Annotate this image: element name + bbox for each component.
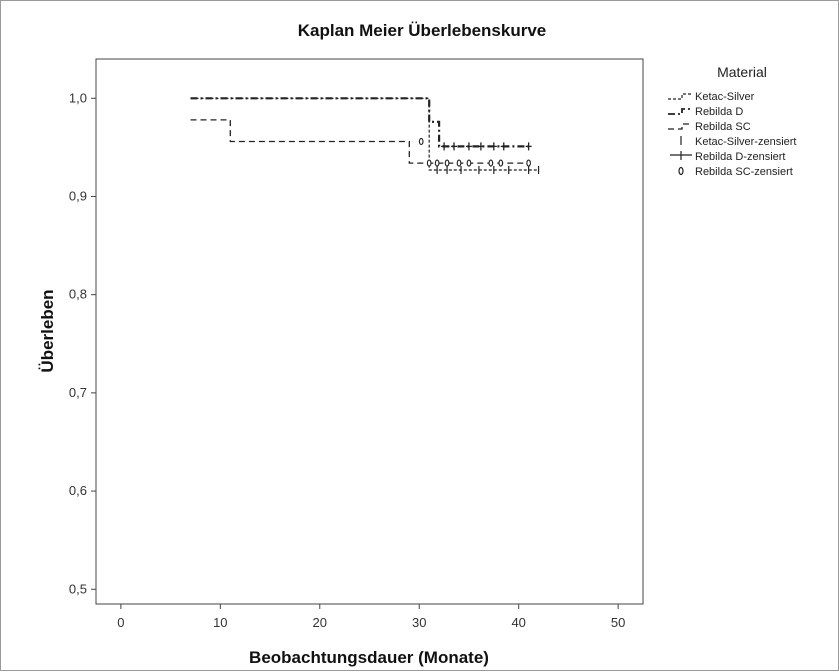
censor-mark-rebilda-sc — [466, 159, 472, 167]
y-axis-title: Überleben — [38, 289, 57, 372]
legend-label: Rebilda D-zensiert — [695, 151, 785, 163]
legend-swatch — [668, 108, 691, 115]
x-tick-label: 30 — [412, 615, 426, 630]
plot-area — [95, 58, 644, 605]
x-tick-label: 50 — [611, 615, 625, 630]
legend-label: Rebilda D — [695, 106, 743, 118]
legend-label: Rebilda SC-zensiert — [695, 166, 793, 178]
y-tick-label: 0,8 — [69, 287, 87, 302]
legend-items: Ketac-Silver Rebilda D Rebilda SC Ketac-Sil… — [668, 91, 796, 178]
censor-mark-rebilda-sc — [526, 159, 531, 167]
y-tick-label: 0,5 — [69, 581, 87, 596]
legend-label: Ketac-Silver — [695, 91, 755, 103]
survival-curves — [190, 97, 539, 171]
legend-title: Material — [717, 64, 767, 80]
censor-mark-rebilda-sc — [498, 159, 504, 167]
censor-markers — [418, 137, 540, 174]
legend-label: Ketac-Silver-zensiert — [695, 136, 796, 148]
survival-curve-ketac-silver — [190, 97, 539, 171]
y-tick-label: 0,7 — [69, 385, 87, 400]
censor-mark-rebilda-sc — [418, 137, 424, 146]
x-tick-label: 40 — [511, 615, 525, 630]
legend-swatch — [668, 123, 691, 130]
legend-swatch — [668, 93, 691, 100]
legend: Material Ketac-Silver Rebilda D Rebilda SC… — [668, 64, 796, 178]
chart-title: Kaplan Meier Überlebenskurve — [298, 21, 546, 40]
censor-mark-rebilda-sc — [444, 159, 450, 167]
axis-ticks: 0 10 20 30 40 50 0,5 0,6 0,7 0,8 0,9 1,0 — [69, 90, 625, 630]
x-tick-label: 10 — [213, 615, 227, 630]
legend-label: Rebilda SC — [695, 121, 751, 133]
censor-mark-rebilda-sc — [434, 159, 440, 167]
censor-mark-rebilda-sc — [488, 159, 494, 167]
x-axis-title: Beobachtungsdauer (Monate) — [249, 648, 489, 667]
x-tick-label: 20 — [313, 615, 327, 630]
survival-curve-rebilda-d — [190, 97, 529, 148]
y-tick-label: 0,6 — [69, 483, 87, 498]
x-tick-label: 0 — [117, 615, 124, 630]
censor-mark-rebilda-sc — [426, 159, 432, 167]
y-tick-label: 0,9 — [69, 188, 87, 203]
censor-mark-rebilda-sc — [456, 159, 462, 167]
legend-swatch — [678, 166, 684, 176]
survival-curve-rebilda-sc — [190, 119, 529, 164]
y-tick-label: 1,0 — [69, 90, 87, 105]
